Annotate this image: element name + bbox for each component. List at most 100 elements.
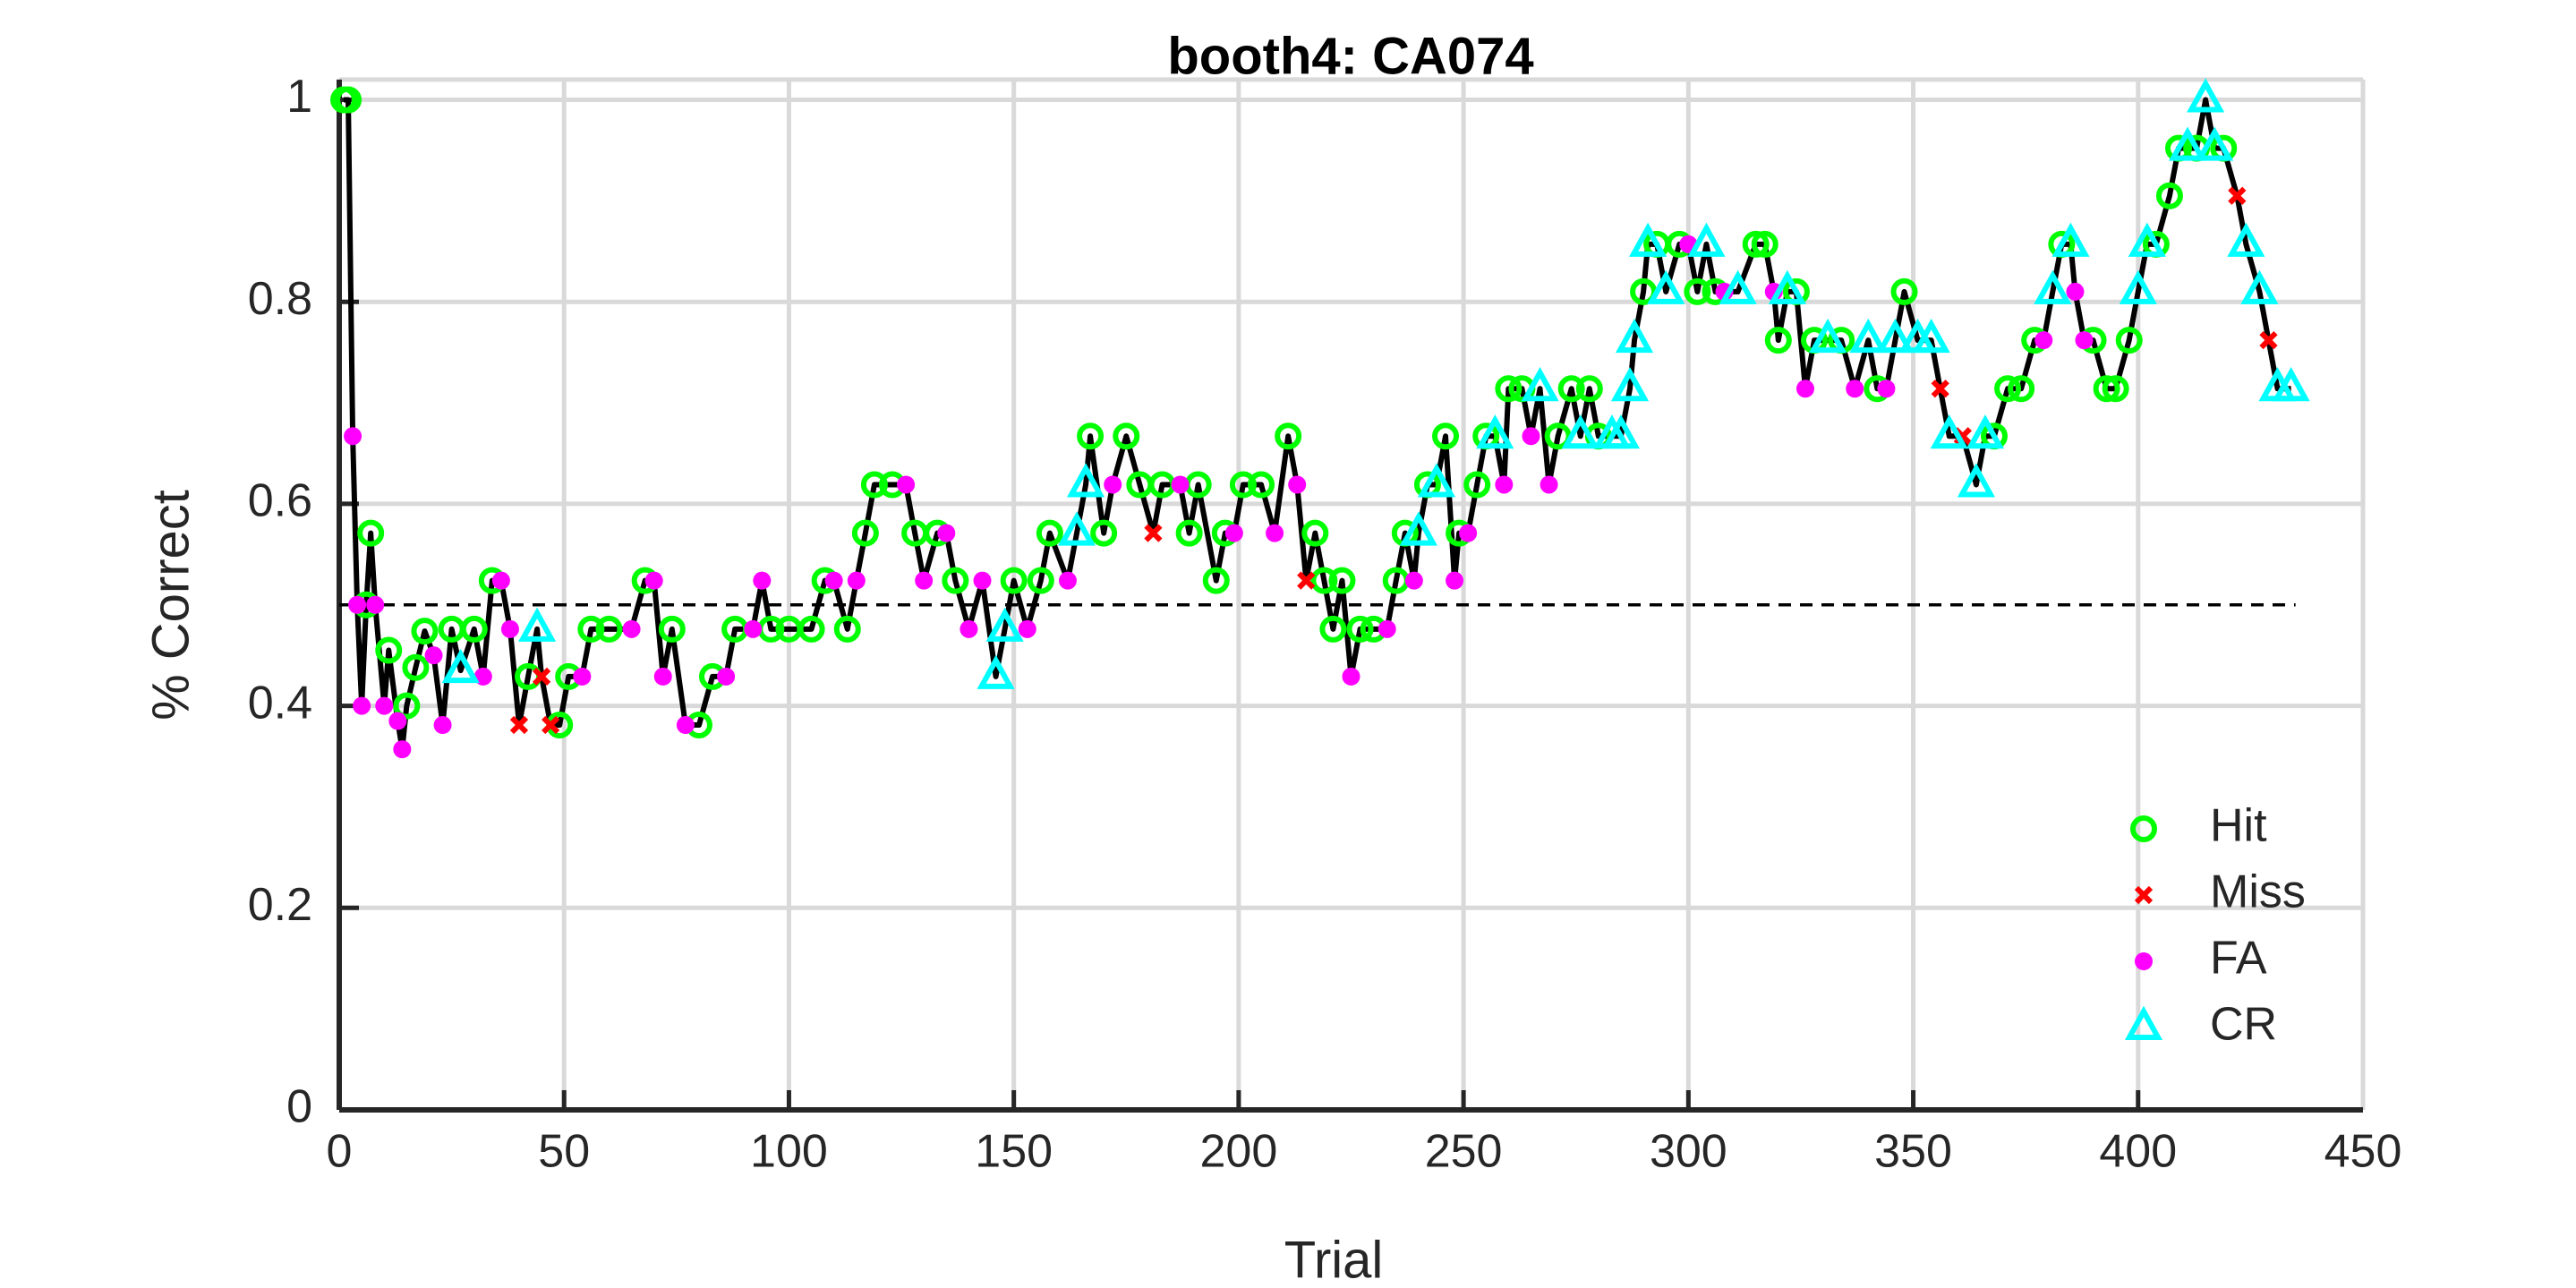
fa-marker bbox=[393, 740, 412, 759]
hit-marker bbox=[1575, 375, 1603, 403]
cr-marker bbox=[1476, 414, 1514, 449]
cr-marker bbox=[1647, 269, 1685, 304]
fa-marker bbox=[847, 571, 866, 590]
fa-marker bbox=[622, 619, 641, 638]
hit-marker bbox=[1495, 375, 1523, 403]
fa-marker bbox=[1522, 427, 1540, 446]
cr-marker bbox=[517, 607, 557, 642]
hit-marker bbox=[2155, 182, 2183, 209]
cr-marker bbox=[2128, 222, 2166, 257]
cr-marker bbox=[1957, 463, 1995, 498]
x-tick-label: 300 bbox=[1650, 1126, 1727, 1178]
fa-marker bbox=[1459, 524, 1478, 542]
hit-marker bbox=[1113, 422, 1140, 450]
hit-marker bbox=[833, 615, 861, 643]
cr-marker bbox=[1876, 318, 1915, 354]
fa-marker bbox=[915, 571, 934, 590]
hit-marker bbox=[798, 615, 825, 643]
hit-marker bbox=[375, 636, 403, 664]
hit-marker bbox=[1202, 567, 1230, 594]
x-axis-label: Trial bbox=[1284, 1231, 1384, 1284]
hit-marker bbox=[1027, 567, 1054, 594]
miss-marker bbox=[2228, 186, 2247, 205]
legend-marker bbox=[2130, 815, 2157, 842]
legend-marker bbox=[2124, 1005, 2163, 1040]
y-tick-label: 0.8 bbox=[248, 273, 312, 325]
fa-marker bbox=[491, 571, 510, 590]
fa-marker bbox=[644, 571, 663, 590]
hit-marker bbox=[393, 692, 421, 720]
fa-marker bbox=[424, 646, 443, 665]
cr-marker bbox=[1561, 414, 1599, 449]
cr-marker bbox=[1615, 318, 1654, 354]
fa-marker bbox=[1540, 475, 1558, 494]
hit-marker bbox=[1328, 567, 1356, 594]
fa-marker bbox=[1171, 475, 1190, 494]
fa-marker bbox=[348, 595, 367, 614]
cr-marker bbox=[1719, 269, 1757, 304]
hit-marker bbox=[1310, 567, 1338, 594]
cr-marker bbox=[1809, 318, 1847, 354]
miss-marker bbox=[532, 667, 551, 686]
x-tick-label: 400 bbox=[2099, 1126, 2177, 1178]
y-axis-label: % Correct bbox=[141, 490, 200, 721]
hit-marker bbox=[1346, 615, 1374, 643]
cr-marker bbox=[2187, 78, 2225, 113]
fa-marker bbox=[1266, 524, 1284, 542]
fa-marker bbox=[433, 716, 452, 735]
cr-marker bbox=[977, 654, 1015, 689]
cr-marker bbox=[2168, 126, 2207, 161]
hit-marker bbox=[1432, 422, 1460, 450]
cr-marker bbox=[2119, 269, 2157, 304]
fa-marker bbox=[344, 427, 363, 446]
cr-marker bbox=[2034, 269, 2072, 304]
fa-marker bbox=[824, 571, 843, 590]
legend-marker bbox=[2134, 885, 2154, 905]
miss-marker bbox=[1297, 571, 1316, 590]
hit-marker bbox=[942, 567, 969, 594]
hit-marker bbox=[1319, 615, 1347, 643]
hit-marker bbox=[1275, 422, 1302, 450]
hit-marker bbox=[1463, 471, 1491, 499]
hit-marker bbox=[851, 519, 879, 547]
fa-marker bbox=[1342, 667, 1361, 686]
hit-marker bbox=[460, 615, 488, 643]
hit-marker bbox=[1557, 375, 1585, 403]
x-tick-label: 100 bbox=[750, 1126, 828, 1178]
cr-marker bbox=[1057, 511, 1096, 546]
x-tick-label: 150 bbox=[975, 1126, 1053, 1178]
miss-marker bbox=[509, 715, 529, 735]
hit-marker bbox=[2102, 375, 2129, 403]
fa-marker bbox=[1846, 380, 1864, 398]
cr-marker bbox=[1912, 318, 1950, 354]
fa-marker bbox=[1018, 619, 1036, 638]
fa-marker bbox=[473, 667, 492, 686]
x-tick-label: 350 bbox=[1874, 1126, 1952, 1178]
fa-marker bbox=[573, 667, 592, 686]
legend-marker bbox=[2135, 952, 2153, 970]
hit-marker bbox=[577, 615, 605, 643]
cr-marker bbox=[985, 607, 1024, 642]
hit-marker bbox=[658, 615, 686, 643]
miss-marker bbox=[2259, 330, 2278, 350]
cr-marker bbox=[1687, 222, 1726, 257]
hit-marker bbox=[1764, 327, 1792, 354]
cr-marker bbox=[1768, 269, 1806, 304]
cr-marker bbox=[2196, 126, 2234, 161]
miss-marker bbox=[542, 715, 560, 735]
fa-marker bbox=[1877, 380, 1896, 398]
cr-marker bbox=[2272, 367, 2310, 402]
cr-marker bbox=[2051, 222, 2090, 257]
fa-marker bbox=[937, 524, 956, 542]
cr-marker bbox=[1601, 414, 1641, 449]
fa-marker bbox=[1378, 619, 1396, 638]
fa-marker bbox=[1495, 475, 1514, 494]
fa-marker bbox=[753, 571, 772, 590]
hit-marker bbox=[1994, 375, 2022, 403]
hit-marker bbox=[357, 519, 385, 547]
hit-marker bbox=[1301, 519, 1329, 547]
x-tick-label: 250 bbox=[1425, 1126, 1503, 1178]
fa-marker bbox=[897, 475, 916, 494]
y-tick-label: 0.2 bbox=[248, 879, 312, 931]
